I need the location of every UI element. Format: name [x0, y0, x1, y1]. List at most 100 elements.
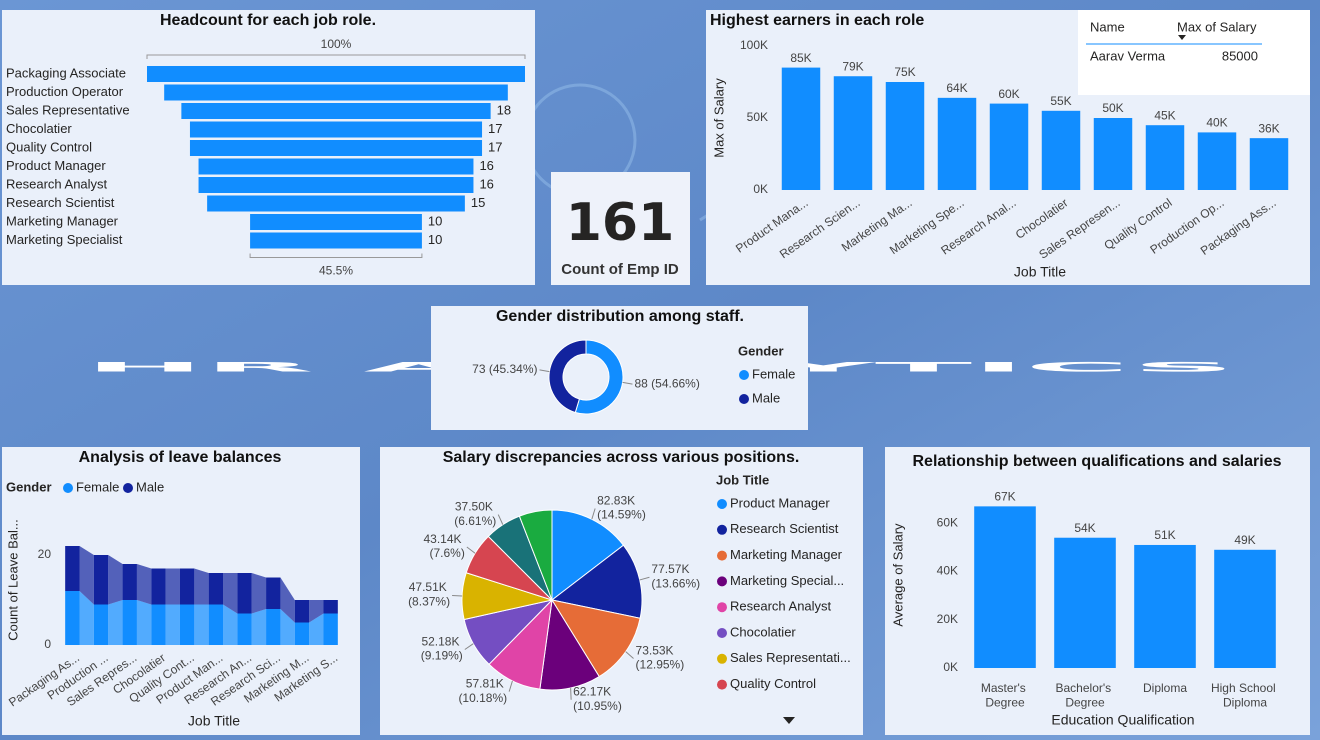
category-label: Marketing Manager: [6, 213, 119, 228]
legend-scroll[interactable]: [783, 717, 795, 724]
bar: [198, 177, 474, 193]
x-axis-title: Job Title: [188, 713, 240, 729]
ribbon-column: [93, 604, 109, 645]
table: [1078, 10, 1310, 95]
data-label: 77.57K (13.66%): [651, 562, 700, 590]
leader-line: [452, 594, 463, 597]
data-label: 79K: [842, 59, 863, 73]
data-label: 67K: [994, 490, 1015, 504]
leader-line: [625, 651, 634, 659]
y-tick-label: 0K: [943, 660, 958, 674]
ribbon-column: [294, 600, 310, 623]
ribbon-column: [179, 604, 195, 645]
legend-title: Job Title: [716, 472, 769, 487]
data-label: 50K: [1102, 101, 1123, 115]
table-header: Name: [1090, 19, 1125, 34]
bar: [1145, 125, 1185, 190]
bar: [885, 82, 925, 190]
legend-label: Product Manager: [730, 495, 830, 510]
data-label: 60K: [998, 87, 1019, 101]
data-label: 16: [479, 176, 493, 191]
legend-label: Female: [76, 479, 119, 494]
ribbon-column: [65, 546, 80, 591]
bar: [147, 66, 525, 82]
ribbon-column: [294, 622, 310, 645]
bar: [198, 158, 474, 175]
bracket: [146, 54, 526, 59]
category-label: Marketing Specialist: [6, 232, 123, 247]
ribbon-column: [237, 613, 252, 645]
data-label: 17: [488, 139, 502, 154]
legend-marker: [717, 550, 727, 561]
bar: [833, 76, 873, 190]
ribbon-column: [122, 564, 137, 600]
bar: [989, 103, 1029, 190]
ribbon: [280, 577, 295, 623]
slice: [574, 339, 624, 415]
category-label: Production Operator: [6, 84, 124, 99]
table-cell: 85000: [1222, 48, 1258, 63]
legend-label: Marketing Manager: [730, 547, 843, 562]
legend-label: Chocolatier: [730, 624, 796, 639]
leader-line: [639, 576, 650, 581]
legend-marker: [717, 499, 727, 509]
data-label: 10: [428, 213, 442, 228]
legend-marker: [739, 394, 749, 404]
ribbon-column: [237, 573, 252, 614]
leader-line: [622, 381, 633, 385]
data-label: 51K: [1154, 528, 1175, 542]
ribbon: [251, 609, 267, 645]
funnel-top-label: 100%: [321, 37, 352, 51]
x-axis-title: Job Title: [1014, 264, 1066, 280]
data-label: 47.51K (8.37%): [408, 580, 450, 608]
bar: [1041, 110, 1081, 190]
data-label: 37.50K (6.61%): [454, 500, 496, 528]
y-tick-label: 100K: [740, 38, 768, 52]
legend-label: Research Scientist: [730, 521, 839, 536]
table-header: Max of Salary: [1177, 19, 1257, 34]
chart-title: Gender distribution among staff.: [496, 308, 744, 325]
data-label: 73 (45.34%): [472, 362, 537, 376]
ribbon: [165, 568, 180, 605]
table-cell: Aarav Verma: [1090, 48, 1166, 63]
data-label: 85K: [790, 51, 811, 65]
legend-marker: [717, 524, 727, 535]
bar: [250, 232, 422, 249]
leader-line: [497, 514, 504, 525]
ribbon: [194, 604, 209, 645]
y-tick-label: 0K: [753, 182, 768, 196]
ribbon: [223, 573, 238, 614]
chart-title: Analysis of leave balances: [79, 449, 282, 466]
legend-label: Female: [752, 366, 795, 381]
card-value: 161: [566, 193, 675, 253]
data-label: 75K: [894, 65, 915, 79]
sort-icon[interactable]: [1178, 35, 1186, 40]
y-axis-title: Average of Salary: [890, 523, 905, 627]
legend-marker: [717, 628, 727, 638]
y-tick-label: 60K: [937, 515, 958, 529]
data-label: 45K: [1154, 108, 1175, 122]
x-tick-label: Diploma: [1143, 681, 1187, 695]
ribbon: [280, 609, 295, 645]
x-tick-label: High School Diploma: [1211, 681, 1279, 709]
legend-title: Gender: [6, 479, 52, 494]
data-label: 57.81K (10.18%): [458, 677, 507, 705]
slice: [518, 509, 553, 601]
ribbon-column: [208, 573, 224, 605]
y-tick-label: 40K: [937, 564, 958, 578]
ribbon: [223, 604, 238, 645]
y-axis-title: Max of Salary: [711, 78, 726, 158]
bar: [207, 195, 465, 212]
category-label: Chocolatier: [6, 121, 72, 136]
data-label: 10: [428, 232, 442, 247]
chart-title: Relationship between qualifications and …: [913, 453, 1282, 470]
data-label: 18: [497, 102, 511, 117]
data-label: 62.17K (10.95%): [573, 685, 622, 713]
bar: [189, 140, 483, 156]
ribbon: [79, 546, 94, 605]
legend-marker: [717, 653, 727, 664]
bar: [1214, 549, 1276, 668]
ribbon-column: [65, 591, 80, 645]
bar: [974, 506, 1036, 668]
